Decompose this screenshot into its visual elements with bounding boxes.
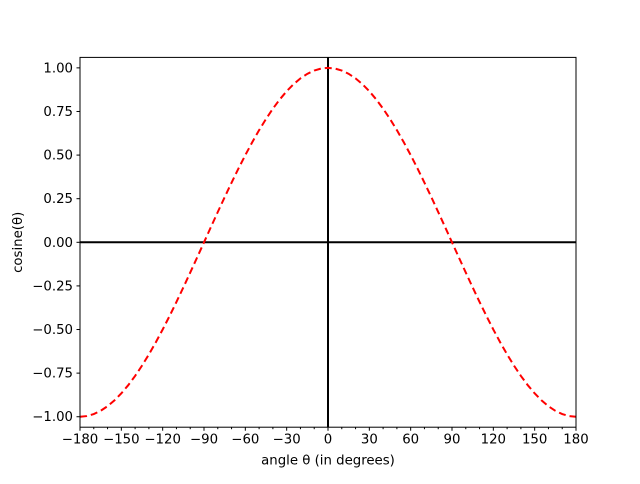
y-tick-label: −0.25: [32, 279, 73, 294]
y-axis-tick-labels: −1.00 −0.75 −0.50 −0.25 0.00 0.25 0.50 0.75 1.00: [32, 61, 73, 425]
y-tick-label: 0.25: [43, 192, 73, 207]
x-tick-label: −180: [62, 433, 99, 448]
x-tick-label: 120: [481, 433, 506, 448]
y-axis-label: cosine(θ): [11, 212, 26, 273]
x-axis-ticks: [79, 427, 577, 431]
x-axis-tick-labels: −180 −150 −120 −90 −60 −30 0 30 60 90 120 150 180: [62, 433, 589, 448]
zero-reference-lines: [80, 57, 576, 428]
x-tick-label: 150: [522, 433, 547, 448]
y-tick-label: 1.00: [43, 61, 73, 76]
x-tick-label: −30: [273, 433, 301, 448]
y-tick-label: −1.00: [32, 410, 73, 425]
x-tick-label: 0: [324, 433, 332, 448]
y-tick-label: −0.50: [32, 323, 73, 338]
y-tick-label: 0.50: [43, 149, 73, 164]
x-tick-label: −90: [190, 433, 218, 448]
y-tick-label: −0.75: [32, 367, 73, 382]
cosine-curve: [79, 66, 577, 418]
x-tick-label: 30: [361, 433, 378, 448]
y-tick-label: 0.75: [43, 105, 73, 120]
x-tick-label: −120: [144, 433, 181, 448]
y-tick-label: 0.00: [43, 236, 73, 251]
x-tick-label: −60: [231, 433, 259, 448]
y-axis-ticks: [76, 67, 80, 418]
x-axis-label: angle θ (in degrees): [261, 454, 395, 469]
x-tick-label: −150: [103, 433, 140, 448]
x-tick-label: 60: [402, 433, 419, 448]
x-tick-label: 90: [444, 433, 461, 448]
x-tick-label: 180: [563, 433, 588, 448]
cosine-curve-group: [79, 66, 577, 418]
